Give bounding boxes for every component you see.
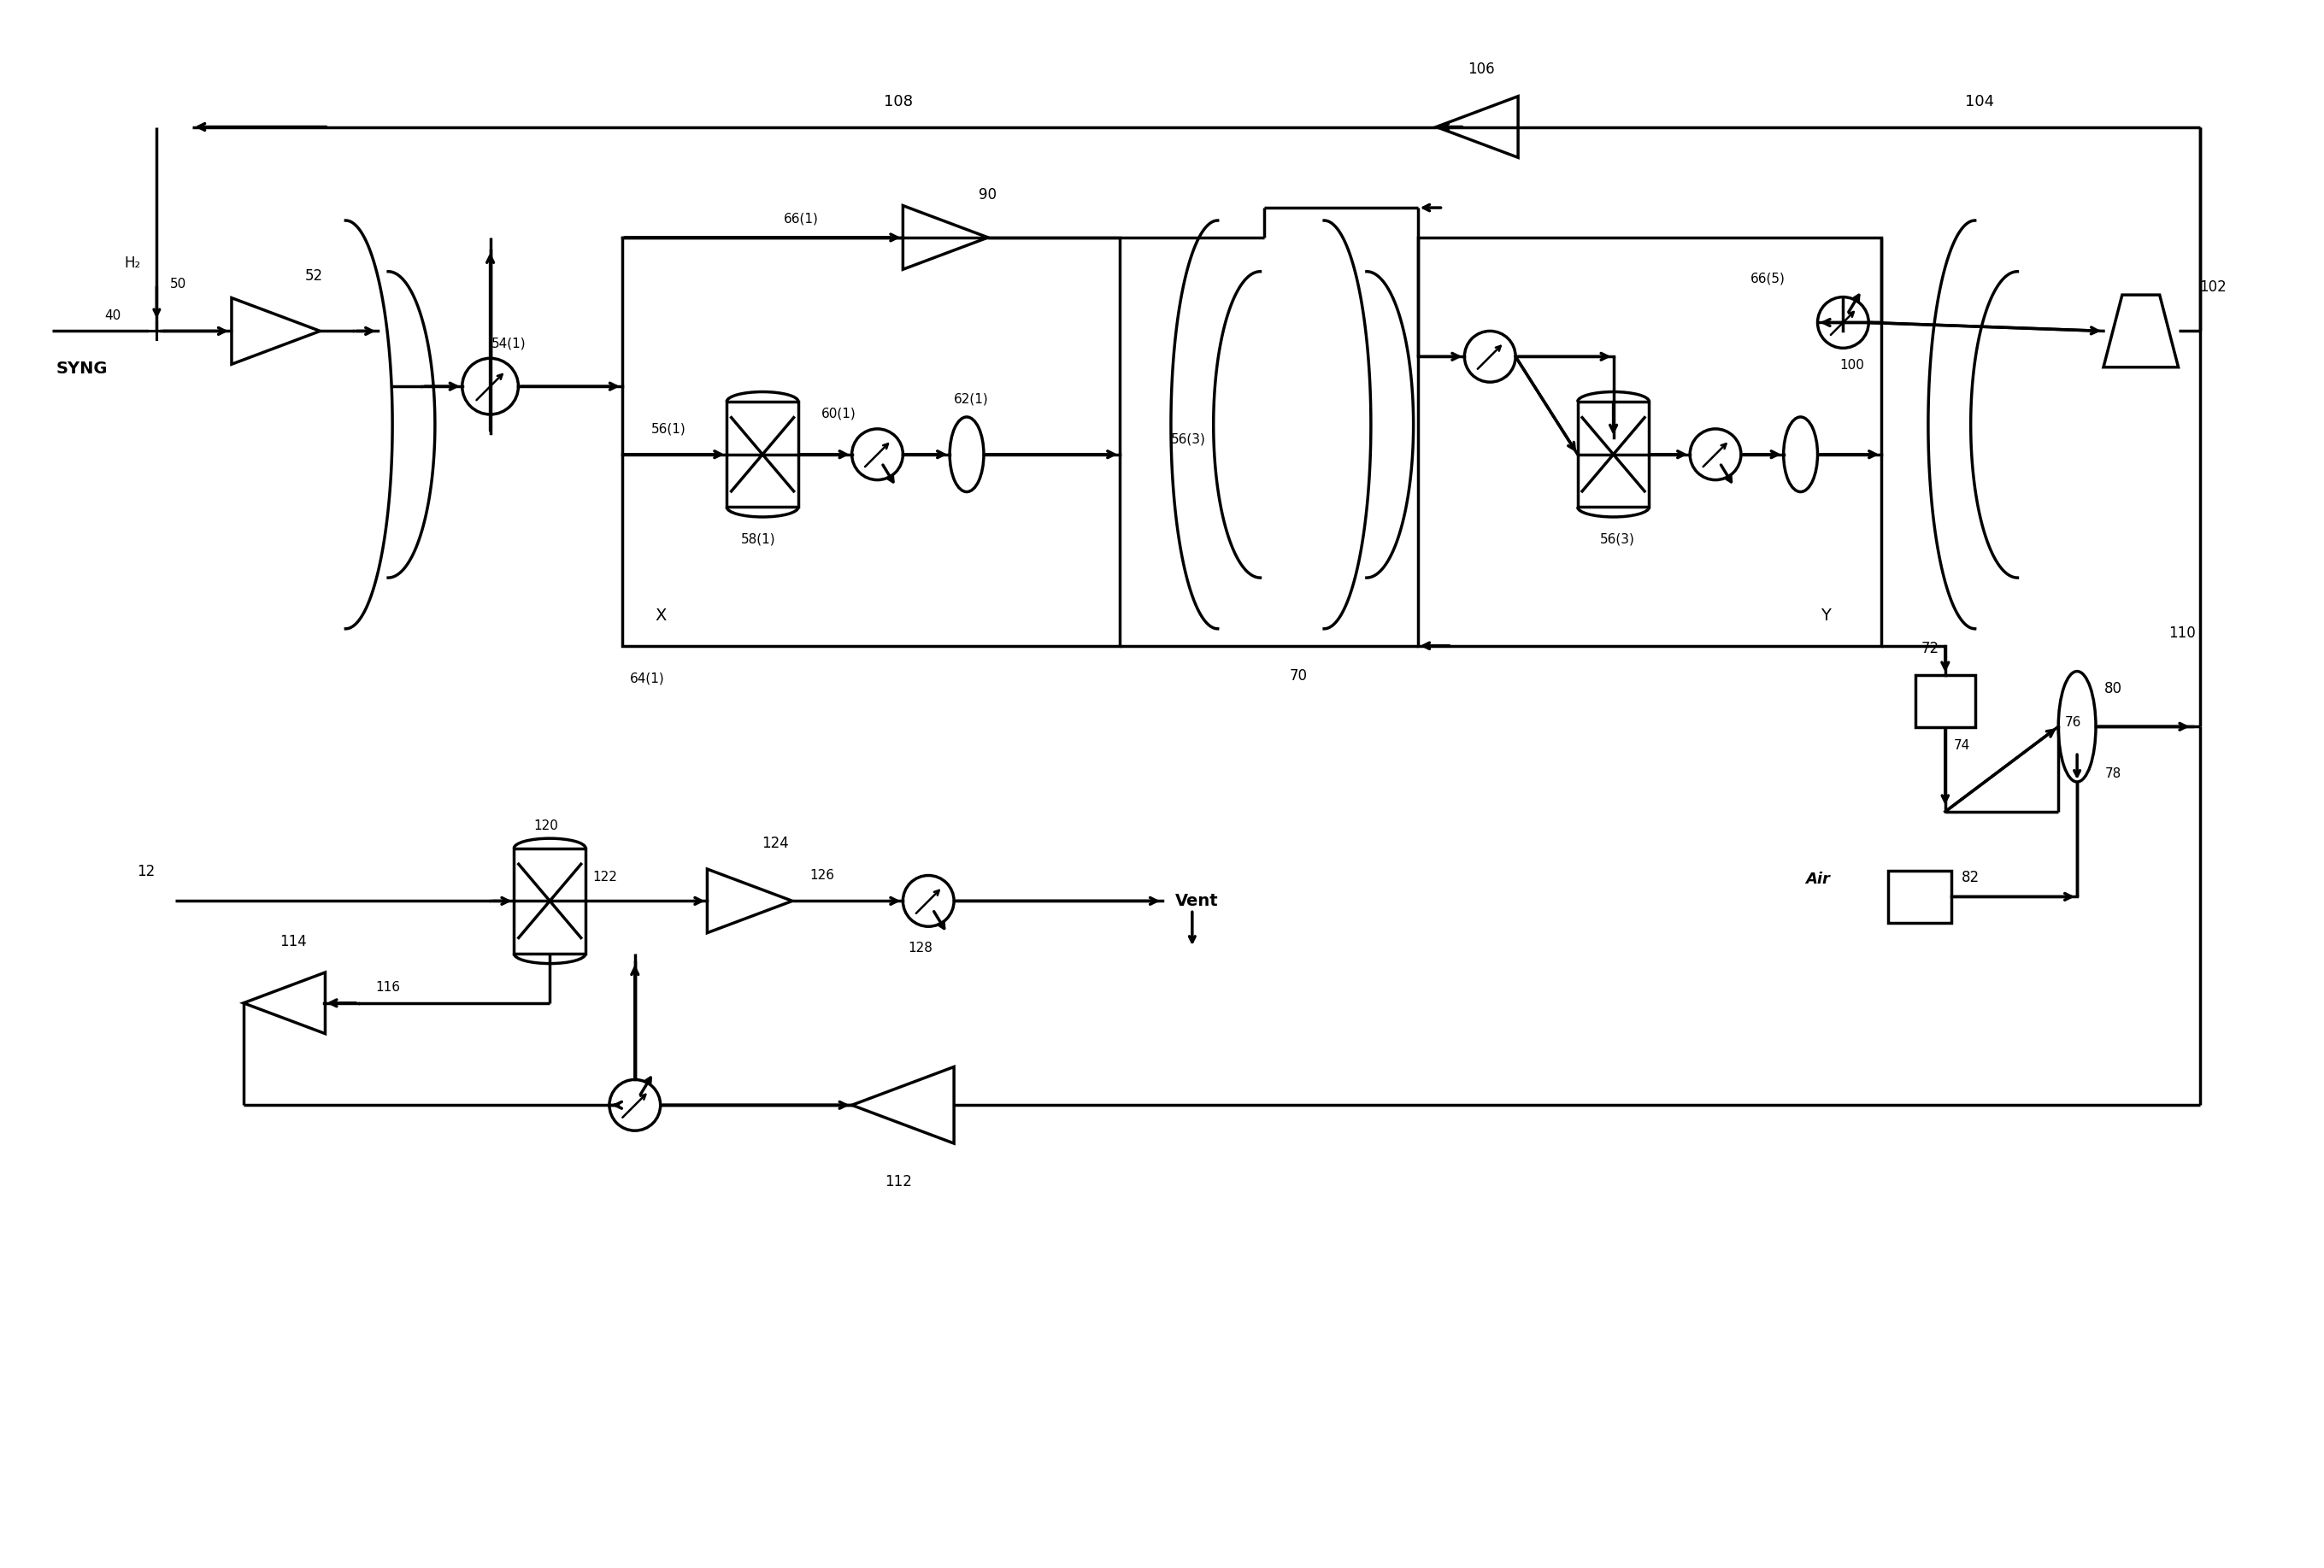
Text: 56(1): 56(1) — [651, 422, 686, 436]
Text: 52: 52 — [304, 268, 323, 284]
Text: 126: 126 — [809, 869, 834, 881]
Text: 60(1): 60(1) — [823, 408, 858, 420]
Text: 106: 106 — [1469, 61, 1494, 77]
Text: 116: 116 — [376, 982, 400, 994]
Text: 104: 104 — [1964, 94, 1994, 110]
Text: 64(1): 64(1) — [630, 671, 665, 685]
Bar — [727, 401, 797, 506]
Text: 56(3): 56(3) — [1601, 533, 1636, 546]
Text: SYNG: SYNG — [56, 361, 107, 376]
Text: 56(3): 56(3) — [1171, 433, 1206, 445]
Text: 62(1): 62(1) — [953, 392, 988, 406]
Text: X: X — [655, 608, 667, 624]
Bar — [1418, 237, 1882, 646]
Text: 78: 78 — [2106, 767, 2122, 779]
Text: 122: 122 — [593, 870, 618, 883]
Text: 40: 40 — [105, 309, 121, 321]
Text: 82: 82 — [1961, 870, 1980, 886]
Bar — [1887, 870, 1952, 924]
Text: 108: 108 — [883, 94, 913, 110]
Text: 112: 112 — [885, 1174, 913, 1190]
Text: 110: 110 — [2168, 626, 2196, 641]
Text: 74: 74 — [1954, 739, 1971, 751]
Text: 102: 102 — [2199, 279, 2226, 295]
Text: 90: 90 — [978, 187, 997, 202]
Text: 54(1): 54(1) — [493, 337, 525, 350]
Bar — [1578, 401, 1650, 506]
Text: Y: Y — [1822, 608, 1831, 624]
Text: 128: 128 — [909, 941, 932, 955]
Text: 124: 124 — [762, 836, 788, 851]
Text: 50: 50 — [170, 278, 186, 290]
Text: 58(1): 58(1) — [741, 533, 776, 546]
Text: 76: 76 — [2064, 717, 2080, 729]
Text: Vent: Vent — [1176, 892, 1218, 909]
Text: 120: 120 — [532, 820, 558, 833]
Text: 114: 114 — [279, 935, 307, 950]
Text: Air: Air — [1806, 872, 1829, 887]
Text: 70: 70 — [1290, 668, 1308, 684]
Text: 100: 100 — [1838, 359, 1864, 372]
Text: 12: 12 — [137, 864, 156, 880]
Text: 66(1): 66(1) — [783, 212, 818, 226]
Bar — [514, 848, 586, 953]
Text: 66(5): 66(5) — [1750, 271, 1785, 285]
Text: H₂: H₂ — [125, 256, 142, 271]
Text: 72: 72 — [1922, 641, 1938, 655]
Text: 80: 80 — [2103, 681, 2122, 696]
Bar — [1915, 674, 1975, 728]
Bar — [623, 237, 1120, 646]
